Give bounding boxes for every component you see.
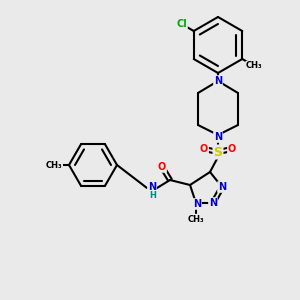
Text: CH₃: CH₃ bbox=[46, 160, 62, 169]
Text: Cl: Cl bbox=[176, 19, 187, 29]
Text: N: N bbox=[193, 199, 201, 209]
Text: O: O bbox=[228, 144, 236, 154]
Text: CH₃: CH₃ bbox=[188, 214, 204, 224]
Text: CH₃: CH₃ bbox=[246, 61, 263, 70]
Text: N: N bbox=[214, 132, 222, 142]
Text: N: N bbox=[218, 182, 226, 192]
Text: N: N bbox=[209, 198, 217, 208]
Text: H: H bbox=[150, 190, 156, 200]
Text: N: N bbox=[214, 76, 222, 86]
Text: O: O bbox=[158, 162, 166, 172]
Text: O: O bbox=[200, 144, 208, 154]
Text: N: N bbox=[148, 182, 156, 192]
Text: S: S bbox=[214, 146, 223, 158]
